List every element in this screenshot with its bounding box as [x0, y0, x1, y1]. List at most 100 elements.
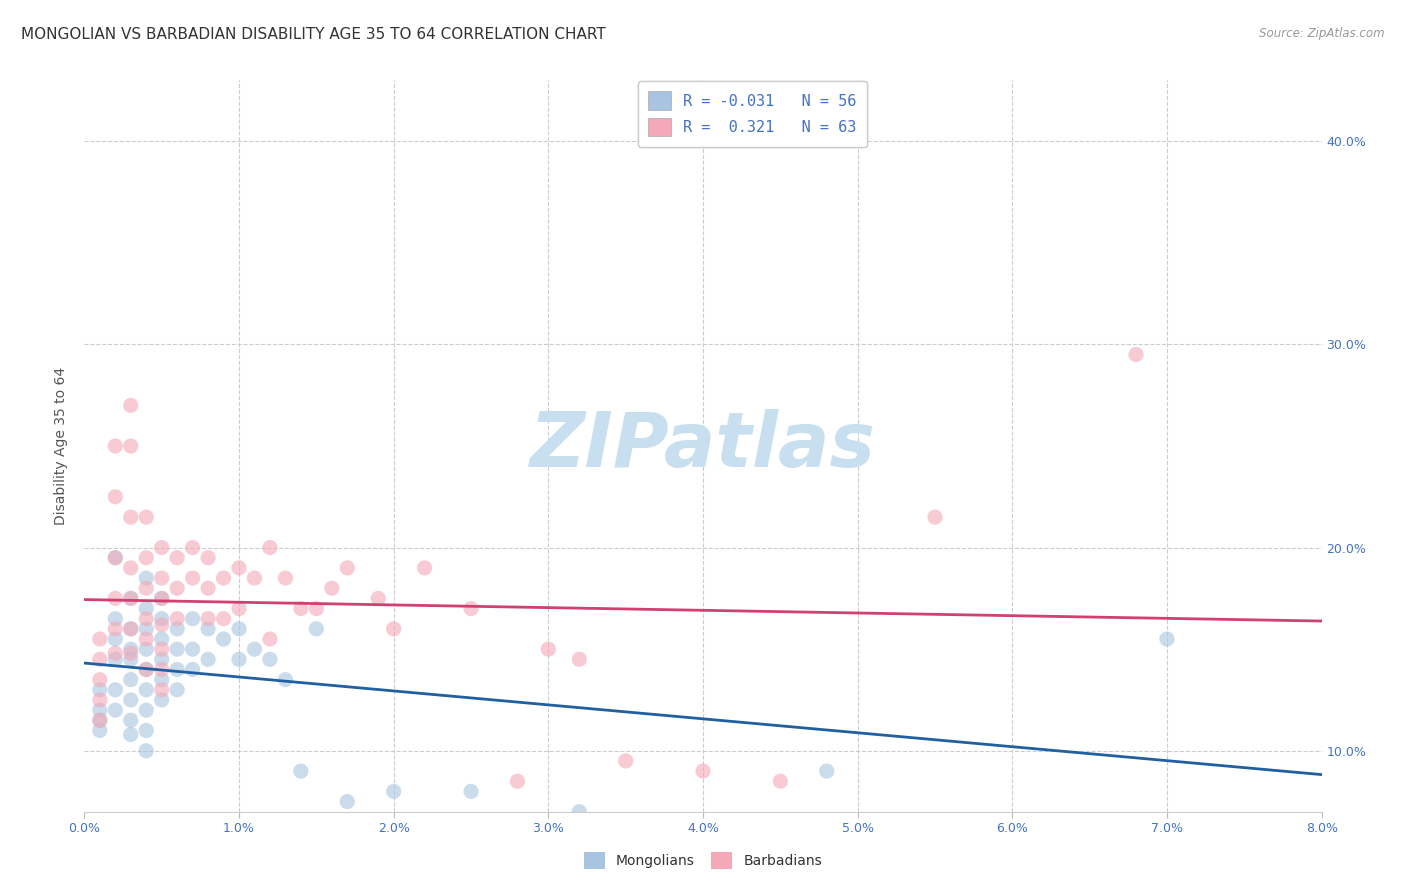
Point: [150, 541, 173, 555]
Point: [104, 652, 127, 666]
Point: [135, 510, 157, 524]
Point: [1156, 632, 1178, 646]
Point: [120, 398, 142, 412]
Point: [120, 652, 142, 666]
Point: [212, 612, 235, 626]
Point: [150, 571, 173, 585]
Point: [336, 795, 359, 809]
Point: [120, 591, 142, 606]
Point: [150, 652, 173, 666]
Legend: Mongolians, Barbadians: Mongolians, Barbadians: [576, 846, 830, 876]
Point: [692, 764, 714, 778]
Point: [181, 642, 204, 657]
Point: [259, 632, 281, 646]
Point: [924, 510, 946, 524]
Point: [135, 744, 157, 758]
Point: [104, 591, 127, 606]
Point: [305, 622, 328, 636]
Point: [150, 617, 173, 632]
Text: ZIPatlas: ZIPatlas: [530, 409, 876, 483]
Point: [150, 591, 173, 606]
Point: [89, 652, 111, 666]
Point: [166, 622, 188, 636]
Point: [150, 682, 173, 697]
Point: [104, 612, 127, 626]
Point: [321, 581, 343, 595]
Point: [228, 652, 250, 666]
Point: [89, 723, 111, 738]
Point: [197, 550, 219, 565]
Point: [120, 693, 142, 707]
Point: [120, 642, 142, 657]
Point: [274, 673, 297, 687]
Legend: R = -0.031   N = 56, R =  0.321   N = 63: R = -0.031 N = 56, R = 0.321 N = 63: [637, 80, 868, 147]
Point: [290, 601, 312, 615]
Point: [104, 550, 127, 565]
Point: [166, 642, 188, 657]
Point: [150, 663, 173, 677]
Point: [135, 601, 157, 615]
Point: [150, 632, 173, 646]
Point: [243, 571, 266, 585]
Point: [197, 612, 219, 626]
Point: [614, 754, 637, 768]
Point: [769, 774, 792, 789]
Text: MONGOLIAN VS BARBADIAN DISABILITY AGE 35 TO 64 CORRELATION CHART: MONGOLIAN VS BARBADIAN DISABILITY AGE 35…: [21, 27, 606, 42]
Point: [89, 703, 111, 717]
Point: [228, 622, 250, 636]
Point: [135, 663, 157, 677]
Point: [166, 612, 188, 626]
Point: [104, 490, 127, 504]
Point: [135, 571, 157, 585]
Point: [89, 714, 111, 728]
Point: [568, 805, 591, 819]
Point: [181, 541, 204, 555]
Point: [181, 612, 204, 626]
Point: [537, 642, 560, 657]
Point: [1125, 348, 1147, 362]
Point: [259, 652, 281, 666]
Point: [89, 714, 111, 728]
Point: [135, 642, 157, 657]
Point: [150, 693, 173, 707]
Point: [274, 571, 297, 585]
Point: [135, 663, 157, 677]
Point: [135, 581, 157, 595]
Point: [104, 439, 127, 453]
Point: [135, 550, 157, 565]
Point: [382, 622, 405, 636]
Point: [212, 632, 235, 646]
Point: [305, 601, 328, 615]
Point: [150, 642, 173, 657]
Point: [181, 571, 204, 585]
Point: [135, 622, 157, 636]
Point: [120, 714, 142, 728]
Point: [135, 632, 157, 646]
Point: [243, 642, 266, 657]
Point: [212, 571, 235, 585]
Point: [290, 764, 312, 778]
Point: [413, 561, 436, 575]
Point: [120, 622, 142, 636]
Point: [336, 561, 359, 575]
Point: [166, 682, 188, 697]
Point: [166, 581, 188, 595]
Point: [120, 646, 142, 660]
Point: [382, 784, 405, 798]
Y-axis label: Disability Age 35 to 64: Disability Age 35 to 64: [55, 367, 69, 525]
Point: [120, 591, 142, 606]
Text: Source: ZipAtlas.com: Source: ZipAtlas.com: [1260, 27, 1385, 40]
Point: [120, 561, 142, 575]
Point: [568, 652, 591, 666]
Point: [166, 550, 188, 565]
Point: [228, 561, 250, 575]
Point: [150, 591, 173, 606]
Point: [166, 663, 188, 677]
Point: [104, 622, 127, 636]
Point: [120, 510, 142, 524]
Point: [135, 612, 157, 626]
Point: [367, 591, 389, 606]
Point: [197, 581, 219, 595]
Point: [135, 723, 157, 738]
Point: [506, 774, 529, 789]
